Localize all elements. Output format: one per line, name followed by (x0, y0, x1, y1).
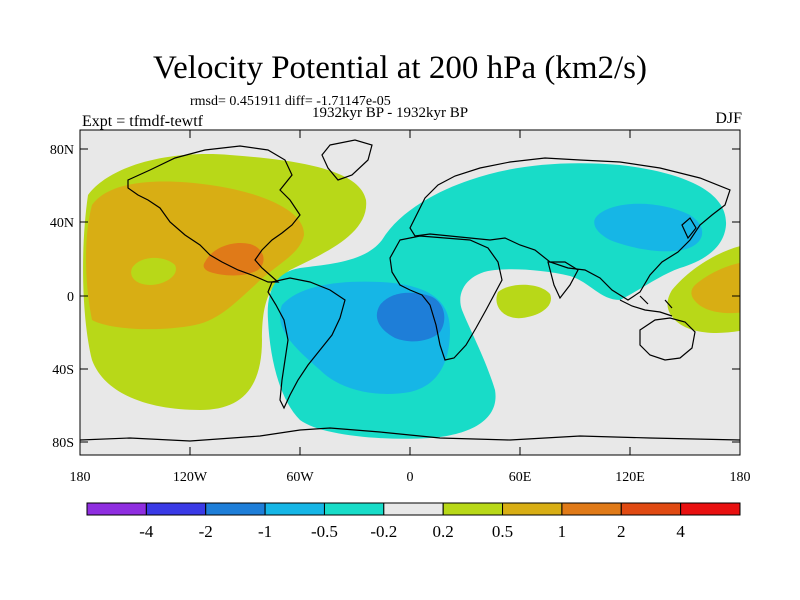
contour-pos-0.5 (86, 181, 305, 330)
colorbar-label: 4 (676, 522, 685, 541)
contour-neg-asia (594, 203, 703, 252)
colorbar-swatch (264, 502, 325, 516)
colorbar-swatch (86, 502, 147, 516)
experiment-label: Expt = tfmdf-tewtf (82, 113, 203, 130)
colorbar-swatch (561, 502, 622, 516)
map-title: Velocity Potential at 200 hPa (km2/s) (152, 50, 648, 86)
lon-label-120w: 120W (173, 470, 208, 485)
coastline-japan (681, 217, 697, 240)
colorbar-label: -1 (258, 522, 272, 541)
lat-label-40s: 40S (52, 363, 74, 378)
contour-fields (83, 154, 740, 439)
coastline-africa (389, 235, 503, 361)
colorbar-swatch (145, 502, 207, 516)
contour-neg-core (376, 292, 445, 342)
colorbar-swatch (680, 502, 741, 516)
colorbar-label: 1 (558, 522, 567, 541)
colorbar-label: 0.5 (492, 522, 513, 541)
lat-label-80n: 80N (50, 143, 74, 158)
colorbar-swatch (205, 502, 266, 516)
coastline-greenland (321, 139, 373, 181)
lat-axis (80, 148, 740, 443)
coastlines (80, 139, 740, 442)
colorbar-swatch (383, 502, 444, 516)
coastline-australia (639, 317, 696, 361)
lon-label-120e: 120E (615, 470, 645, 485)
coastline-south-america (267, 277, 346, 410)
contour-pos-indian (496, 284, 551, 319)
colorbar-swatch (502, 502, 563, 516)
coastline-indonesia (619, 295, 673, 317)
colorbar-label: 0.2 (433, 522, 454, 541)
contour-pos-1 (203, 242, 264, 276)
colorbar-label: -0.5 (311, 522, 338, 541)
lon-label-180e: 180 (730, 470, 751, 485)
lon-axis (79, 130, 741, 455)
coastline-india (547, 261, 579, 300)
coastline-north-america (127, 145, 301, 283)
colorbar-swatch (620, 502, 682, 516)
contour-pos-westpac-inner (691, 262, 740, 314)
coastline-eurasia (409, 157, 731, 301)
lat-label-40n: 40N (50, 216, 74, 231)
lat-label-80s: 80S (52, 436, 74, 451)
contour-hole (131, 257, 176, 285)
colorbar-label: -4 (139, 522, 154, 541)
lon-label-60w: 60W (286, 470, 314, 485)
coastline-antarctica (80, 427, 740, 442)
colorbar-label: -0.2 (370, 522, 397, 541)
lon-label-60e: 60E (509, 470, 532, 485)
lat-label-0: 0 (67, 290, 74, 305)
colorbar-label: -2 (199, 522, 213, 541)
period-label: 1932kyr BP - 1932kyr BP (312, 105, 469, 121)
lon-label-0: 0 (407, 470, 414, 485)
colorbar-label: 2 (617, 522, 626, 541)
colorbar-swatch (323, 502, 385, 516)
lon-label-180w: 180 (70, 470, 91, 485)
season-label: DJF (715, 110, 742, 127)
colorbar-swatch (442, 502, 504, 516)
stats-text: rmsd= 0.451911 diff= -1.71147e-05 (190, 94, 391, 109)
colorbar: -4 -2 -1 -0.5 -0.2 0.2 0.5 1 2 4 (86, 502, 741, 541)
